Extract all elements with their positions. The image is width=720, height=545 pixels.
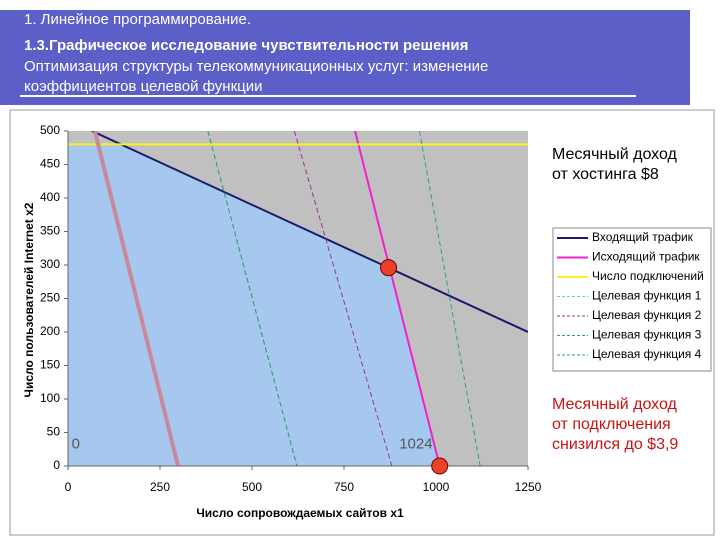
y-tick-label: 0 [53, 458, 60, 472]
point-label: 1024 [399, 436, 432, 453]
header-line: Оптимизация структуры телекоммуникационн… [24, 58, 488, 75]
annotation: Месячный доход [552, 146, 678, 163]
x-tick-label: 250 [150, 480, 170, 494]
series-line [354, 131, 441, 466]
y-tick-label: 150 [40, 358, 60, 372]
series-line [418, 131, 481, 466]
legend-label: Целевая функция 2 [592, 308, 702, 322]
y-tick-label: 200 [40, 324, 60, 338]
legend-label: Целевая функция 3 [592, 328, 702, 342]
y-tick-label: 350 [40, 224, 60, 238]
y-axis-title: Число пользователей Internet x2 [22, 202, 36, 397]
legend-label: Целевая функция 1 [592, 289, 702, 303]
x-tick-label: 500 [242, 480, 262, 494]
y-tick-label: 500 [40, 123, 60, 137]
series-line [293, 131, 393, 466]
annotation: от хостинга $8 [552, 166, 659, 183]
header-bar [0, 10, 690, 105]
header-line: 1.3.Графическое исследование чувствитель… [24, 37, 468, 54]
legend-label: Число подключений [592, 269, 704, 283]
annotation: от подключения [552, 416, 671, 433]
header-line: 1. Линейное программирование. [24, 11, 251, 28]
x-tick-label: 1000 [423, 480, 450, 494]
y-tick-label: 300 [40, 257, 60, 271]
legend-label: Исходящий трафик [592, 250, 700, 264]
plot-lines [68, 131, 528, 466]
series-line [207, 131, 298, 466]
x-tick-label: 750 [334, 480, 354, 494]
legend-label: Целевая функция 4 [592, 347, 702, 361]
annotation: снизился до $3,9 [552, 436, 678, 453]
point-label: 0 [72, 436, 80, 453]
legend [552, 227, 712, 372]
y-tick-label: 450 [40, 157, 60, 171]
solution-point [431, 457, 449, 475]
x-tick-label: 0 [65, 480, 72, 494]
series-line [91, 131, 528, 333]
y-tick-label: 250 [40, 291, 60, 305]
y-tick-label: 400 [40, 190, 60, 204]
annotation: Месячный доход [552, 396, 678, 413]
y-tick-label: 50 [47, 425, 61, 439]
header-line: коэффициентов целевой функции [24, 78, 262, 95]
x-tick-label: 1250 [515, 480, 542, 494]
series-line [92, 131, 180, 466]
x-axis-title: Число сопровождаемых сайтов x1 [196, 506, 404, 520]
legend-label: Входящий трафик [592, 230, 694, 244]
solution-point [380, 259, 398, 277]
y-tick-label: 100 [40, 391, 60, 405]
